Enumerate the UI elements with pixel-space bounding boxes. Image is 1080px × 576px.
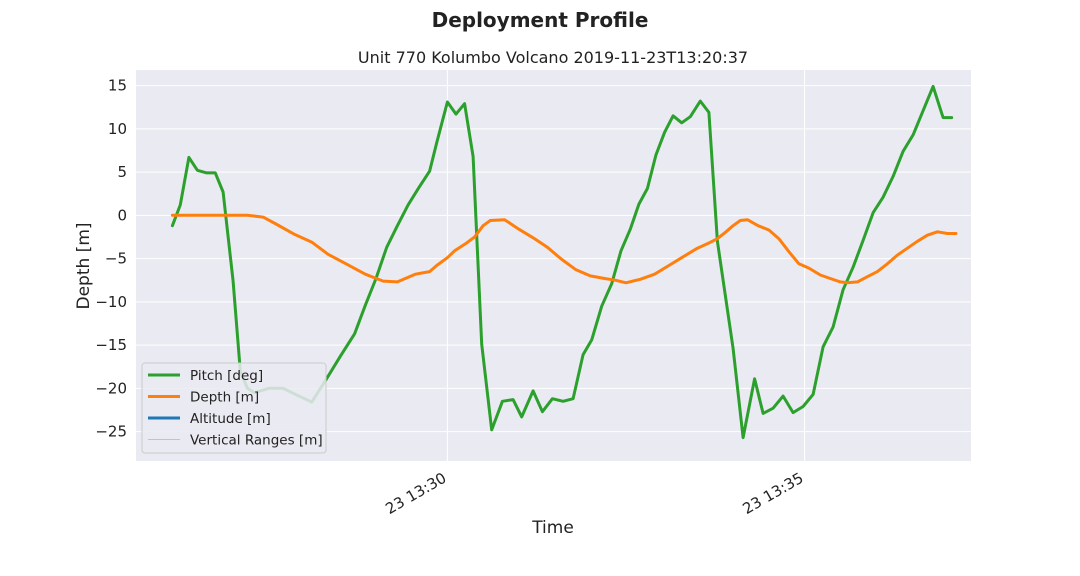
y-tick-label: 10	[108, 120, 127, 138]
x-tick-labels: 23 13:30 23 13:35	[382, 469, 806, 518]
legend-box	[141, 362, 327, 454]
y-tick-labels: 15 10 5 0 −5 −10 −15 −20 −25	[95, 77, 127, 441]
legend: Pitch [deg] Depth [m] Altitude [m] Vertical…	[141, 362, 327, 454]
x-tick-label: 23 13:35	[739, 469, 806, 518]
legend-label: Pitch [deg]	[190, 368, 263, 384]
legend-label: Altitude [m]	[190, 411, 271, 427]
y-tick-label: 5	[117, 163, 127, 181]
y-tick-label: −10	[95, 293, 127, 311]
y-tick-label: −15	[95, 336, 127, 354]
x-axis-label: Time	[531, 518, 574, 538]
y-tick-label: −25	[95, 423, 127, 441]
series-line-1	[170, 213, 958, 285]
chart-title: Unit 770 Kolumbo Volcano 2019-11-23T13:2…	[358, 48, 748, 67]
y-tick-label: 0	[117, 206, 127, 224]
y-tick-label: 15	[108, 77, 127, 95]
figure-suptitle: Deployment Profile	[432, 8, 649, 32]
legend-label: Vertical Ranges [m]	[190, 433, 323, 449]
y-tick-label: −20	[95, 379, 127, 397]
y-tick-label: −5	[105, 250, 127, 268]
legend-label: Depth [m]	[190, 390, 259, 406]
y-axis-label: Depth [m]	[74, 222, 94, 309]
x-tick-label: 23 13:30	[382, 469, 449, 518]
